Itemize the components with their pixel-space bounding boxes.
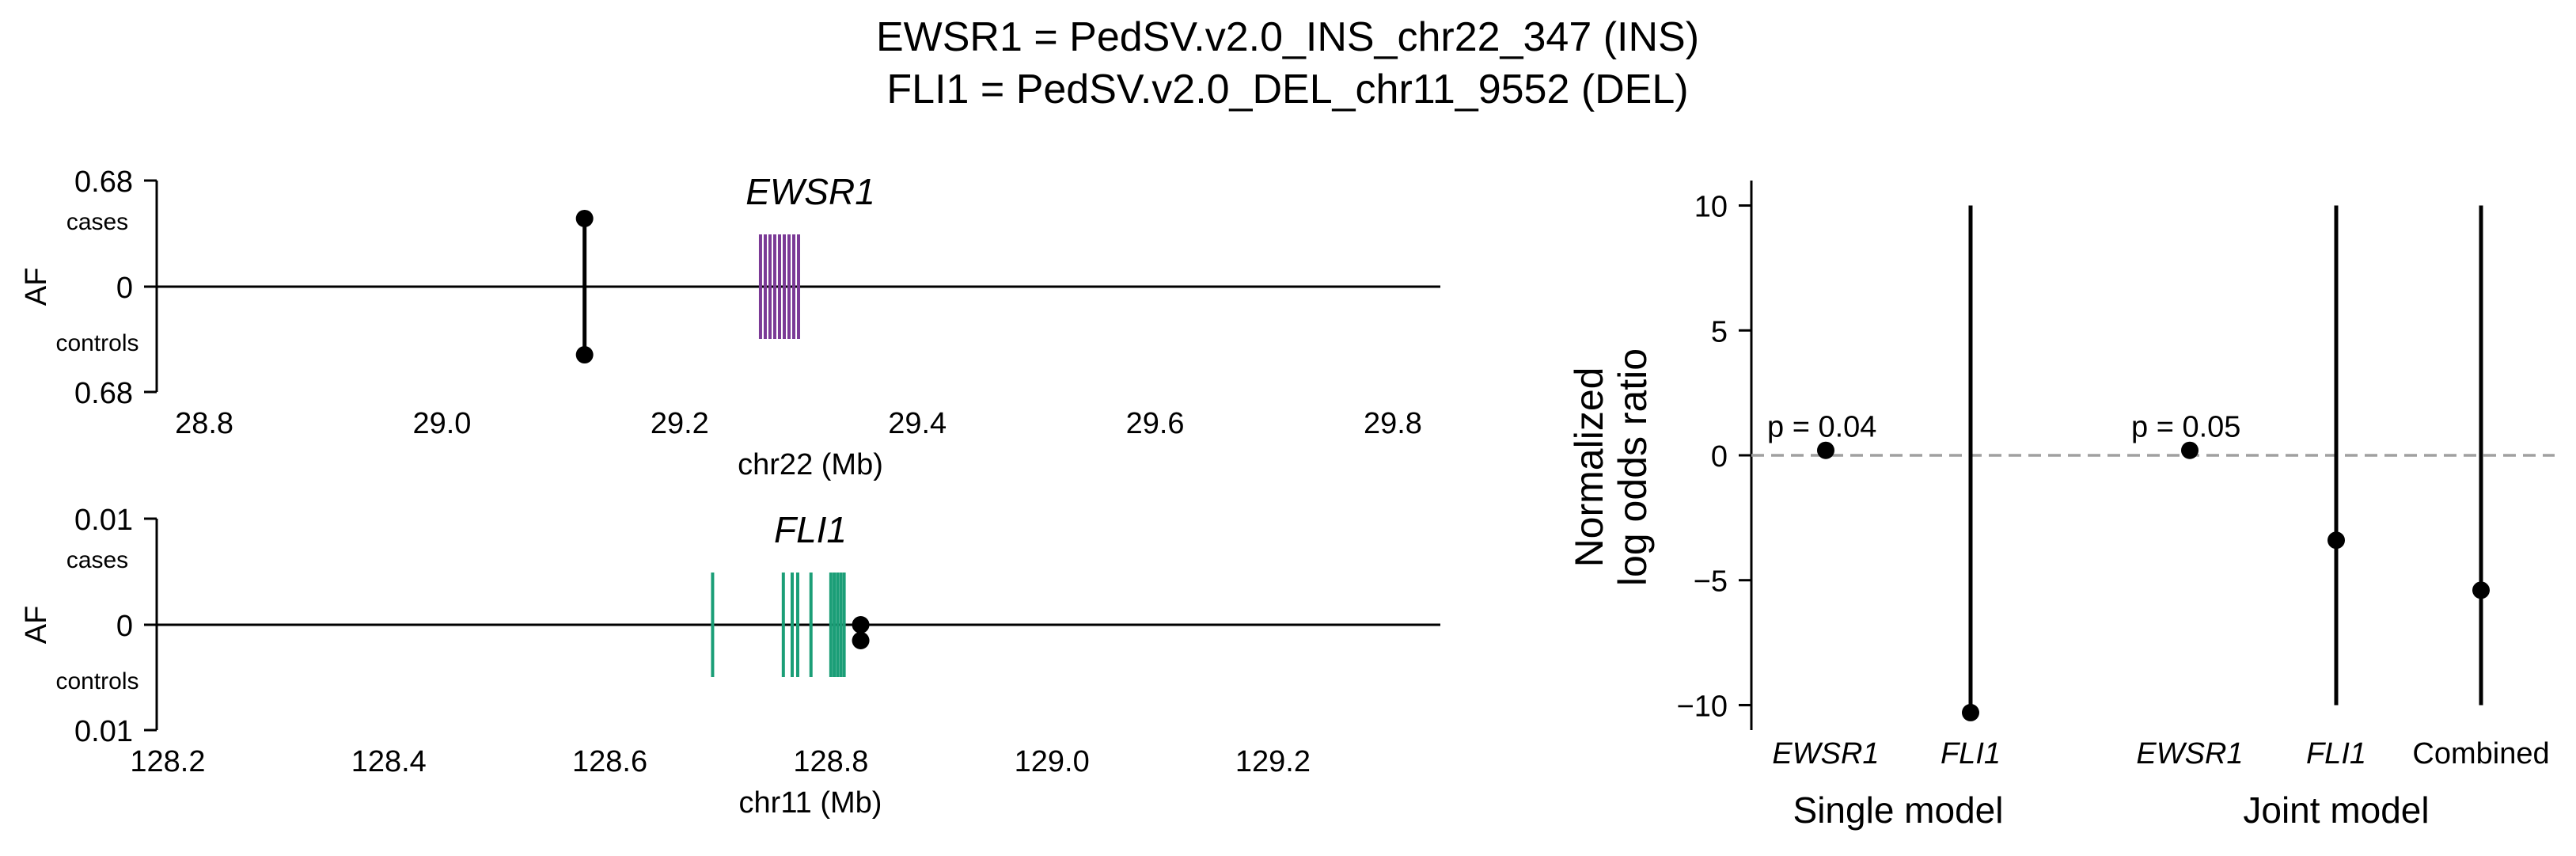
y-tick-label: 10 — [1694, 191, 1728, 224]
estimate-point — [1962, 703, 1979, 721]
estimate-point — [1817, 441, 1834, 459]
x-tick-label: 28.8 — [175, 407, 233, 440]
y-axis-title: AF — [20, 606, 53, 645]
group-label: Joint model — [2243, 789, 2429, 831]
category-label: EWSR1 — [1772, 737, 1879, 770]
x-tick-label: 129.0 — [1015, 745, 1090, 778]
x-tick-label: 129.2 — [1235, 745, 1311, 778]
gene-title: FLI1 — [774, 509, 847, 550]
x-axis-title: chr22 (Mb) — [738, 448, 883, 481]
y-axis-title-line-1: Normalized — [1567, 367, 1611, 568]
estimate-point — [2328, 531, 2345, 550]
y-tick-label: 0.68 — [74, 165, 133, 199]
estimate-point — [2181, 441, 2199, 459]
y-tick-label: 0.68 — [74, 377, 133, 410]
y-tick-label: 0.01 — [74, 715, 133, 748]
odds-ratio-panel: 10 5 0 −5 −10 Normalized log odds ratio p = 0.0… — [1567, 181, 2555, 831]
category-label: Combined — [2412, 737, 2549, 770]
y-tick-label: −5 — [1694, 565, 1728, 599]
y-tick-label: 5 — [1711, 315, 1728, 348]
cases-label: cases — [66, 209, 128, 235]
x-tick-label: 29.8 — [1364, 407, 1422, 440]
y-tick-label: 0.01 — [74, 504, 133, 537]
p-value-label: p = 0.05 — [2131, 411, 2240, 444]
controls-label: controls — [55, 330, 138, 356]
x-tick-label: 29.2 — [651, 407, 709, 440]
y-tick-label: 0 — [116, 272, 133, 305]
variant-controls-point — [852, 631, 870, 649]
estimate-point — [2472, 581, 2490, 599]
title-line-1: EWSR1 = PedSV.v2.0_INS_chr22_347 (INS) — [876, 14, 1699, 60]
gene-title: EWSR1 — [745, 171, 875, 212]
y-tick-label: 0 — [1711, 440, 1728, 474]
x-tick-label: 128.6 — [572, 745, 647, 778]
category-label: FLI1 — [1941, 737, 2001, 770]
figure-title: EWSR1 = PedSV.v2.0_INS_chr22_347 (INS) F… — [876, 14, 1699, 112]
x-tick-label: 29.0 — [412, 407, 471, 440]
x-tick-label: 29.6 — [1126, 407, 1185, 440]
variant-controls-point — [575, 346, 594, 364]
cases-label: cases — [66, 547, 128, 573]
variant-cases-point — [852, 616, 870, 633]
x-tick-label: 128.8 — [793, 745, 868, 778]
y-tick-label: 0 — [116, 610, 133, 643]
p-value-label: p = 0.04 — [1767, 411, 1876, 444]
category-label: FLI1 — [2306, 737, 2366, 770]
x-tick-label: 29.4 — [888, 407, 947, 440]
variant-cases-point — [575, 209, 594, 227]
group-label: Single model — [1793, 789, 2004, 831]
x-axis-title: chr11 (Mb) — [739, 786, 882, 820]
y-tick-label: −10 — [1677, 690, 1728, 723]
y-axis-title: AF — [20, 268, 53, 306]
x-tick-label: 128.2 — [130, 745, 205, 778]
category-label: EWSR1 — [2136, 737, 2243, 770]
title-line-2: FLI1 = PedSV.v2.0_DEL_chr11_9552 (DEL) — [886, 67, 1688, 112]
x-tick-label: 128.4 — [351, 745, 427, 778]
y-axis-title-line-2: log odds ratio — [1610, 348, 1655, 586]
controls-label: controls — [55, 668, 138, 694]
